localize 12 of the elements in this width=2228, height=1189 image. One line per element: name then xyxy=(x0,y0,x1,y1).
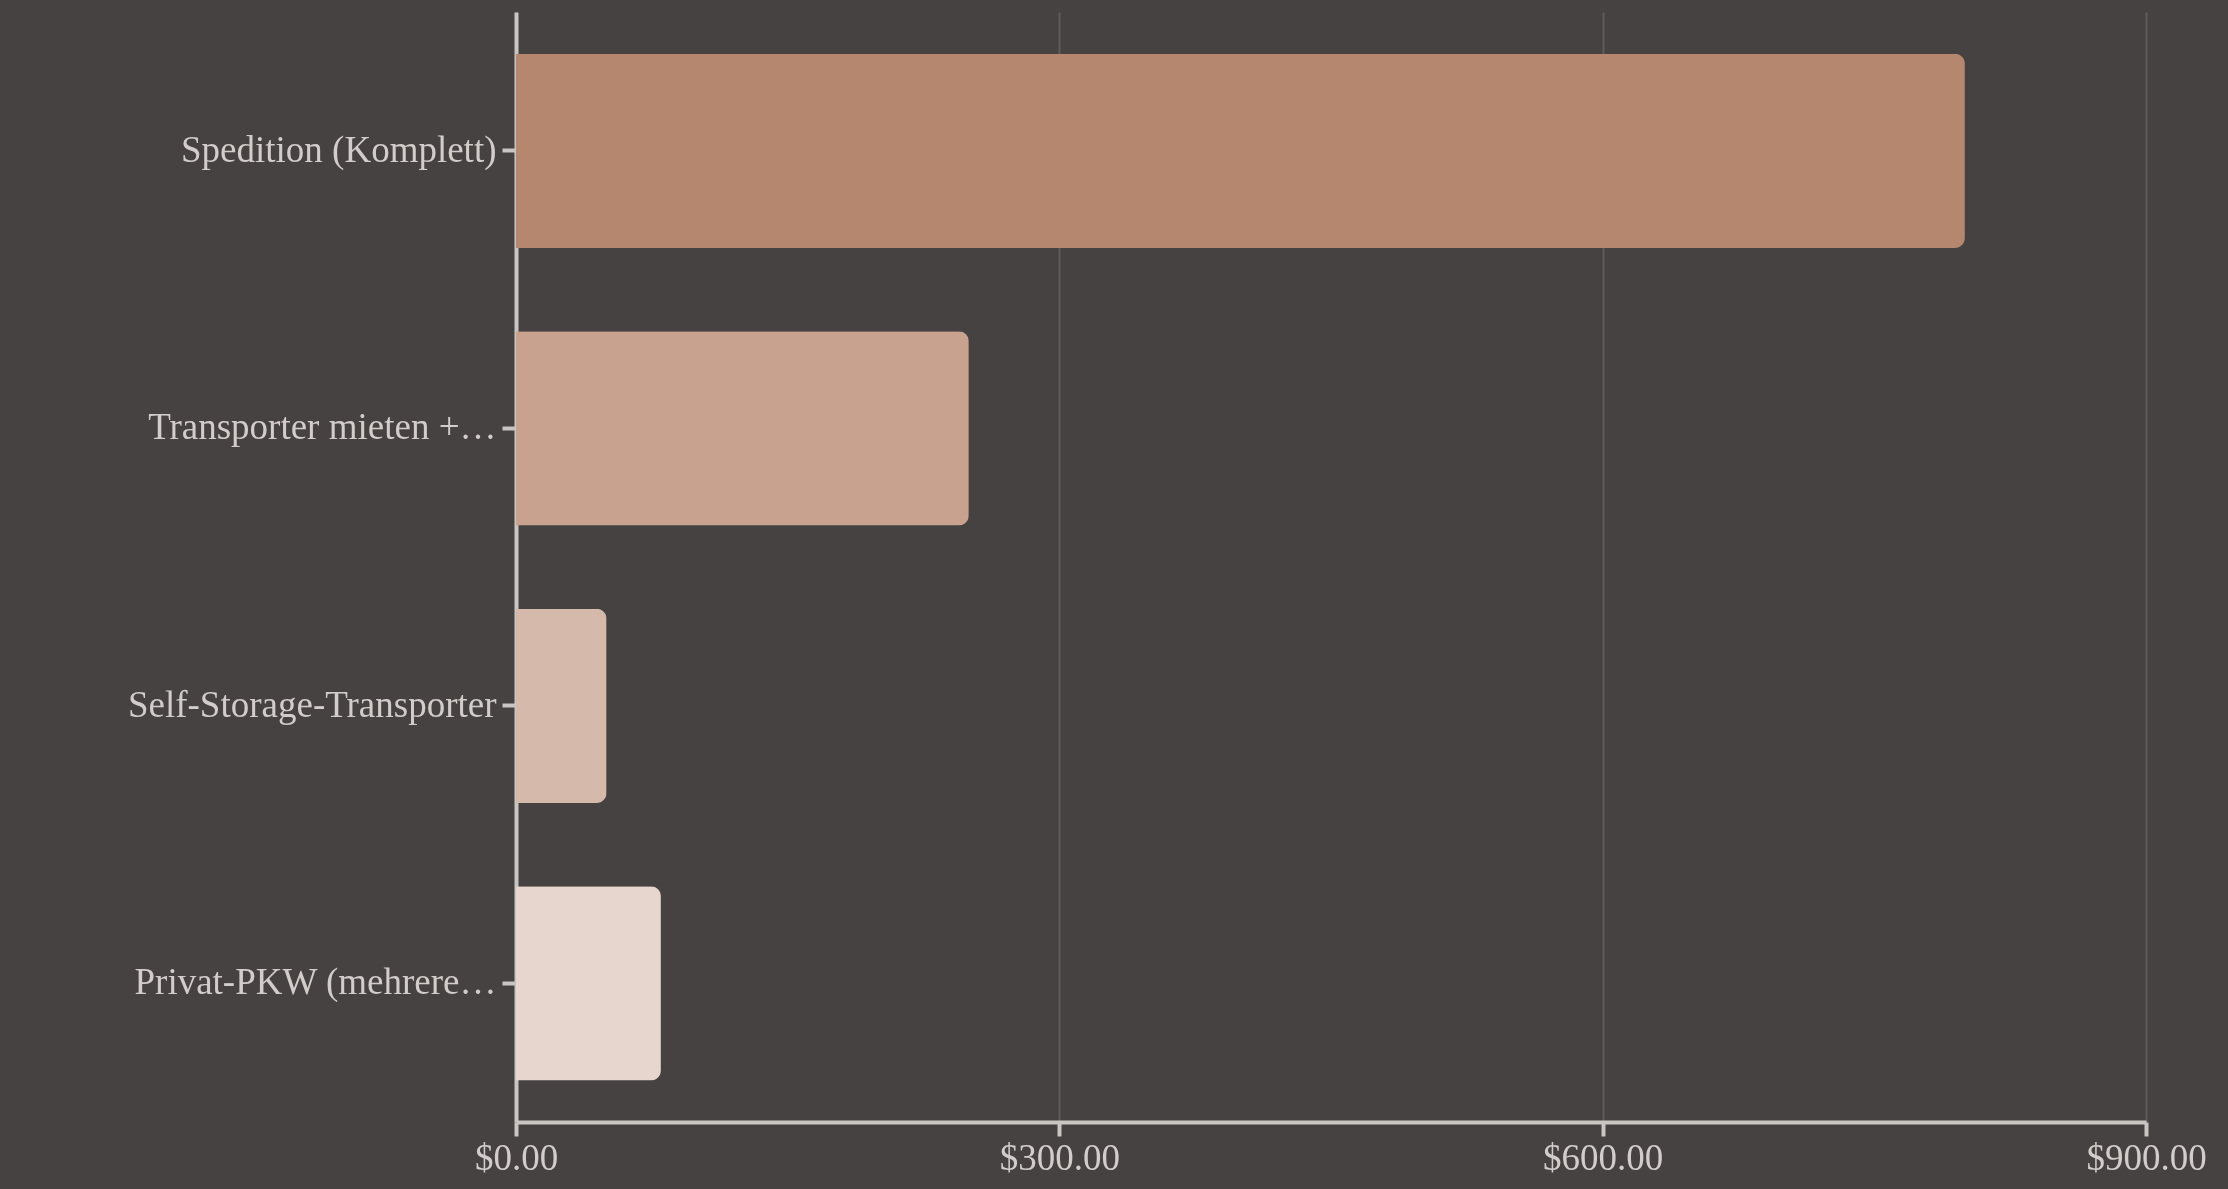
bar xyxy=(516,331,969,526)
bar xyxy=(516,53,1965,248)
x-tick-label: $300.00 xyxy=(999,1136,1120,1178)
y-tick-label: Privat-PKW (mehrere… xyxy=(134,961,497,1004)
bar xyxy=(516,608,607,803)
y-tick-label: Self-Storage-Transporter xyxy=(127,683,497,725)
x-tick-label: $0.00 xyxy=(474,1136,559,1178)
x-tick-label: $600.00 xyxy=(1543,1136,1664,1178)
x-tick-label: $900.00 xyxy=(2086,1136,2207,1178)
bar xyxy=(516,886,661,1081)
y-tick-label: Spedition (Komplett) xyxy=(181,128,497,171)
y-tick-label: Transporter mieten +… xyxy=(148,406,497,448)
